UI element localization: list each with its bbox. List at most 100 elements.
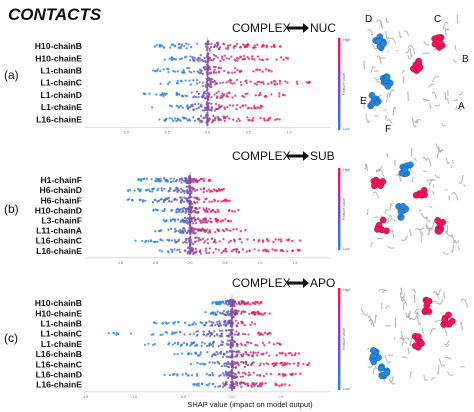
shap-point: [193, 187, 196, 191]
feature-label: L1-chainD: [40, 90, 82, 100]
shap-point: [182, 180, 186, 183]
colorbar-low-label: Low: [343, 387, 350, 391]
shap-point: [245, 341, 248, 344]
shap-point: [240, 353, 243, 356]
protein-ribbon: [401, 69, 406, 74]
shap-point: [211, 311, 214, 314]
shap-point: [199, 362, 202, 366]
shap-point: [206, 64, 209, 67]
shap-point: [189, 208, 193, 212]
protein-ribbon: [386, 245, 395, 249]
protein-ribbon: [388, 37, 397, 44]
shap-point: [191, 56, 194, 59]
feature-label: L1-chainC: [40, 329, 82, 339]
shap-point: [197, 117, 201, 120]
protein-ribbon: [423, 374, 427, 382]
shap-point: [223, 230, 226, 233]
feature-label: H10-chainE: [35, 308, 82, 318]
shap-point: [226, 299, 230, 302]
shap-point: [280, 249, 283, 252]
shap-point: [161, 333, 164, 336]
shap-point: [208, 329, 211, 333]
contact-residue: [436, 220, 444, 228]
shap-point: [181, 106, 185, 109]
feature-label: L16-chainE: [36, 380, 82, 390]
shap-point: [250, 107, 253, 110]
shap-point: [209, 312, 212, 315]
contact-residue: [423, 302, 431, 309]
shap-point: [226, 199, 230, 203]
protein-ribbon: [416, 315, 422, 326]
shap-point: [230, 328, 233, 332]
shap-point: [226, 95, 229, 98]
protein-ribbon: [392, 106, 397, 116]
shap-point: [204, 249, 207, 252]
shap-point: [273, 249, 277, 252]
shap-point: [237, 350, 240, 353]
shap-point: [282, 58, 285, 61]
contact-residue: [401, 166, 409, 174]
shap-point: [213, 93, 216, 96]
colorbar-title: Feature value: [342, 198, 346, 220]
shap-point: [275, 354, 278, 357]
shap-point: [208, 178, 212, 182]
protein-ribbon: [367, 28, 374, 36]
shap-point: [191, 186, 195, 189]
shap-point: [219, 220, 223, 223]
x-tick-label: 0.0: [230, 395, 235, 399]
shap-point: [265, 238, 269, 241]
shap-point: [252, 351, 255, 354]
shap-point: [210, 80, 213, 83]
shap-point: [175, 93, 178, 96]
shap-point: [226, 361, 230, 365]
shap-point: [236, 343, 239, 346]
shap-point: [245, 302, 248, 305]
shap-point: [214, 231, 217, 234]
shap-point: [208, 49, 211, 52]
shap-point: [254, 302, 257, 306]
protein-ribbon: [414, 228, 422, 234]
shap-point: [205, 221, 209, 224]
shap-point: [195, 82, 199, 85]
shap-point: [211, 323, 214, 327]
shap-point: [197, 217, 200, 221]
shap-point: [179, 344, 183, 347]
shap-point: [231, 71, 234, 74]
shap-point: [237, 301, 241, 304]
shap-point: [216, 43, 220, 46]
shap-point: [217, 107, 221, 110]
shap-point: [237, 57, 240, 60]
shap-point: [299, 239, 302, 242]
shap-point: [290, 239, 294, 243]
shap-point: [206, 103, 209, 107]
shap-point: [242, 353, 245, 356]
shap-point: [222, 43, 226, 46]
shap-point: [256, 106, 260, 109]
chain-label: A: [458, 101, 465, 112]
shap-point: [199, 71, 203, 74]
protein-ribbon: [385, 92, 391, 103]
shap-point: [203, 241, 206, 244]
shap-point: [264, 68, 268, 71]
shap-point: [189, 55, 192, 58]
shap-point: [253, 44, 256, 47]
shap-point: [194, 197, 198, 200]
shap-point: [235, 120, 238, 123]
shap-point: [191, 216, 195, 220]
shap-point: [252, 238, 256, 242]
shap-point: [159, 69, 162, 73]
contact-residue: [414, 65, 422, 73]
shap-point: [223, 106, 226, 109]
shap-point: [184, 230, 187, 233]
shap-point: [160, 187, 163, 190]
beeswarm-row: [162, 215, 233, 227]
protein-ribbon: [451, 234, 460, 244]
shap-point: [193, 383, 196, 387]
shap-point: [206, 210, 209, 214]
shap-point: [308, 362, 311, 365]
shap-point: [163, 187, 166, 191]
protein-ribbon: [385, 17, 389, 24]
shap-point: [222, 187, 226, 191]
shap-point: [195, 90, 199, 93]
shap-point: [222, 309, 225, 313]
